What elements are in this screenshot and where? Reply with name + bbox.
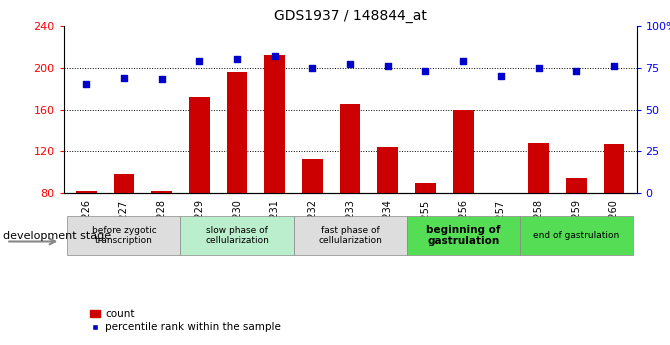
Point <box>571 68 582 74</box>
Point <box>269 53 280 59</box>
Title: GDS1937 / 148844_at: GDS1937 / 148844_at <box>273 9 427 23</box>
Bar <box>377 147 398 277</box>
Text: beginning of
gastrulation: beginning of gastrulation <box>426 225 500 246</box>
Bar <box>180 216 293 255</box>
Point <box>81 82 92 87</box>
Point <box>420 68 431 74</box>
Point <box>458 58 468 64</box>
Bar <box>226 72 247 277</box>
Bar <box>189 97 210 277</box>
Point <box>156 77 167 82</box>
Bar <box>520 216 632 255</box>
Point <box>119 75 129 80</box>
Text: fast phase of
cellularization: fast phase of cellularization <box>318 226 382 245</box>
Point <box>344 62 355 67</box>
Point <box>194 58 205 64</box>
Text: development stage: development stage <box>3 231 111 241</box>
Legend: count, percentile rank within the sample: count, percentile rank within the sample <box>86 305 285 336</box>
Bar <box>68 216 180 255</box>
Text: end of gastrulation: end of gastrulation <box>533 231 619 240</box>
Bar <box>293 216 407 255</box>
Bar <box>604 144 624 277</box>
Point <box>383 63 393 69</box>
Bar <box>490 193 511 277</box>
Point <box>232 57 243 62</box>
Bar <box>302 159 323 277</box>
Bar <box>265 55 285 277</box>
Point <box>533 65 544 70</box>
Point <box>307 65 318 70</box>
Text: slow phase of
cellularization: slow phase of cellularization <box>205 226 269 245</box>
Point <box>608 63 619 69</box>
Bar <box>76 191 96 277</box>
Point <box>495 73 507 79</box>
Bar <box>407 216 520 255</box>
Bar <box>415 183 436 277</box>
Bar <box>528 143 549 277</box>
Bar <box>114 174 134 277</box>
Bar <box>566 178 586 277</box>
Bar <box>340 104 360 277</box>
Bar <box>453 110 474 277</box>
Text: before zygotic
transcription: before zygotic transcription <box>92 226 156 245</box>
Bar <box>151 191 172 277</box>
